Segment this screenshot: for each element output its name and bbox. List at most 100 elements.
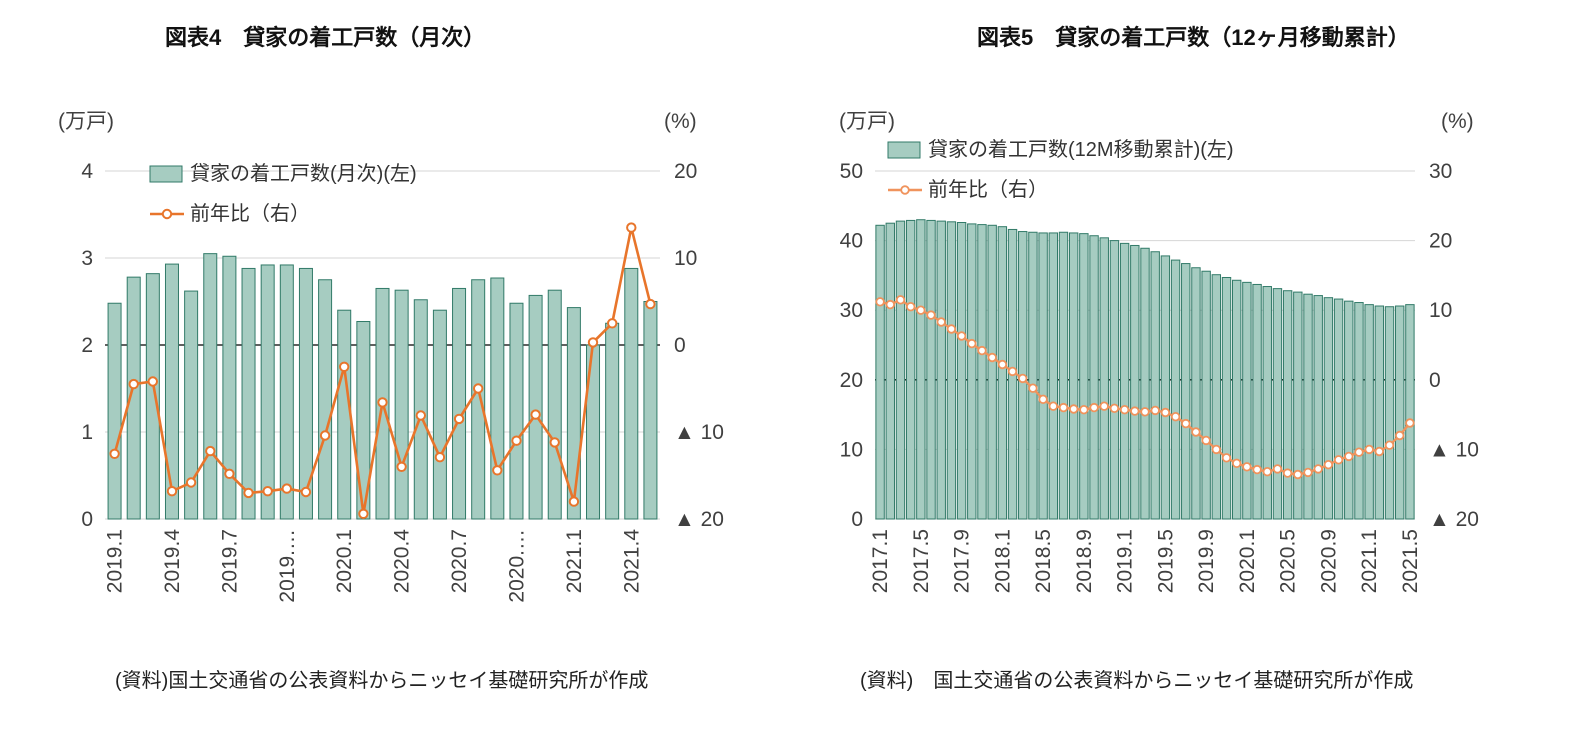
bar bbox=[1364, 304, 1374, 520]
yoy-marker bbox=[243, 487, 254, 499]
bar bbox=[1374, 305, 1385, 520]
yoy-marker bbox=[1119, 405, 1130, 415]
bar bbox=[394, 289, 409, 520]
yoy-marker bbox=[300, 486, 312, 498]
bar bbox=[1313, 295, 1323, 520]
x-tick-label: 2019.… bbox=[276, 529, 299, 603]
legend-line-label: 前年比（右） bbox=[190, 202, 310, 225]
x-tick-label: 2020.5 bbox=[1277, 529, 1300, 593]
bar bbox=[885, 222, 895, 520]
right-tick-label: ▲ 20 bbox=[674, 508, 724, 531]
bar bbox=[1181, 263, 1191, 520]
bar bbox=[184, 290, 199, 520]
yoy-marker bbox=[1079, 405, 1089, 415]
yoy-marker bbox=[936, 317, 946, 327]
yoy-marker bbox=[1109, 403, 1120, 413]
x-tick-label: 2020.1 bbox=[1236, 529, 1259, 593]
yoy-marker bbox=[1170, 412, 1181, 422]
right-axis-unit: (%) bbox=[664, 110, 697, 133]
bar bbox=[1150, 251, 1160, 520]
bar bbox=[222, 255, 237, 520]
fig5-source-note: (資料) 国土交通省の公表資料からニッセイ基礎研究所が作成 bbox=[860, 670, 1414, 692]
bar bbox=[1191, 267, 1201, 520]
x-tick-label: 2020.… bbox=[506, 529, 529, 603]
yoy-marker bbox=[530, 409, 541, 420]
yoy-marker bbox=[396, 461, 407, 472]
yoy-marker bbox=[473, 383, 484, 394]
yoy-marker bbox=[1048, 401, 1058, 411]
yoy-marker bbox=[1384, 440, 1395, 450]
x-tick-label: 2018.9 bbox=[1073, 529, 1096, 593]
left-axis-unit: (万戸) bbox=[58, 110, 114, 133]
yoy-marker bbox=[1007, 366, 1018, 377]
bar bbox=[1293, 291, 1303, 520]
yoy-marker bbox=[885, 299, 895, 310]
bar bbox=[1079, 233, 1089, 520]
bar bbox=[1160, 255, 1171, 520]
left-tick-label: 2 bbox=[81, 334, 93, 357]
right-tick-label: 0 bbox=[674, 334, 686, 357]
bar bbox=[1344, 300, 1354, 520]
left-tick-label: 40 bbox=[840, 230, 863, 253]
yoy-marker bbox=[1232, 458, 1242, 468]
yoy-marker bbox=[1028, 383, 1038, 393]
yoy-marker bbox=[1201, 435, 1211, 446]
bar bbox=[490, 277, 505, 520]
right-tick-label: 20 bbox=[674, 160, 697, 183]
right-tick-label: 30 bbox=[1429, 160, 1452, 183]
x-tick-label: 2018.1 bbox=[991, 529, 1014, 593]
bar bbox=[916, 219, 926, 520]
bar bbox=[164, 263, 179, 520]
right-tick-label: 10 bbox=[674, 247, 697, 270]
bar bbox=[260, 264, 275, 520]
bar bbox=[528, 294, 543, 520]
yoy-marker bbox=[1140, 407, 1150, 417]
bar bbox=[643, 301, 658, 520]
x-tick-label: 2020.7 bbox=[448, 529, 471, 593]
yoy-marker bbox=[956, 331, 967, 341]
yoy-marker bbox=[549, 437, 560, 448]
x-tick-label: 2019.1 bbox=[1114, 529, 1137, 593]
x-tick-label: 2019.7 bbox=[218, 529, 241, 593]
legend-bar-label: 貸家の着工戸数(月次)(左) bbox=[190, 162, 417, 185]
bar bbox=[997, 226, 1008, 520]
fig5-title: 図表5 貸家の着工戸数（12ヶ月移動累計） bbox=[977, 25, 1410, 50]
bar bbox=[1384, 306, 1395, 520]
x-tick-label: 2020.1 bbox=[333, 529, 356, 593]
yoy-marker bbox=[1333, 455, 1344, 465]
bar bbox=[1252, 283, 1262, 520]
bar bbox=[1405, 304, 1415, 520]
bar bbox=[875, 224, 885, 520]
right-tick-label: 0 bbox=[1429, 369, 1441, 392]
yoy-marker bbox=[987, 352, 997, 363]
yoy-marker bbox=[1262, 467, 1272, 477]
bar bbox=[624, 267, 639, 520]
left-tick-label: 0 bbox=[81, 508, 93, 531]
bar bbox=[145, 273, 160, 520]
x-tick-label: 2017.5 bbox=[910, 529, 933, 593]
yoy-marker bbox=[1017, 373, 1028, 384]
x-tick-label: 2017.9 bbox=[951, 529, 974, 593]
bar bbox=[1089, 235, 1099, 520]
yoy-marker bbox=[1069, 404, 1079, 414]
bar bbox=[1048, 232, 1059, 520]
x-tick-label: 2017.1 bbox=[869, 529, 892, 593]
yoy-marker bbox=[1323, 460, 1334, 470]
x-tick-label: 2019.4 bbox=[161, 529, 184, 594]
bar bbox=[1170, 259, 1181, 520]
right-tick-label: ▲ 10 bbox=[1429, 438, 1479, 461]
left-tick-label: 50 bbox=[840, 160, 863, 183]
legend-line-marker bbox=[161, 208, 173, 220]
bar bbox=[107, 302, 122, 520]
yoy-marker bbox=[1354, 447, 1364, 457]
right-tick-label: ▲ 20 bbox=[1429, 508, 1479, 531]
yoy-marker bbox=[587, 337, 599, 348]
yoy-marker bbox=[1405, 418, 1415, 428]
yoy-marker bbox=[1282, 468, 1293, 478]
right-axis-unit: (%) bbox=[1441, 110, 1474, 133]
bar bbox=[547, 289, 562, 520]
yoy-marker bbox=[905, 301, 916, 312]
left-tick-label: 10 bbox=[840, 438, 863, 461]
yoy-marker bbox=[1303, 467, 1313, 478]
